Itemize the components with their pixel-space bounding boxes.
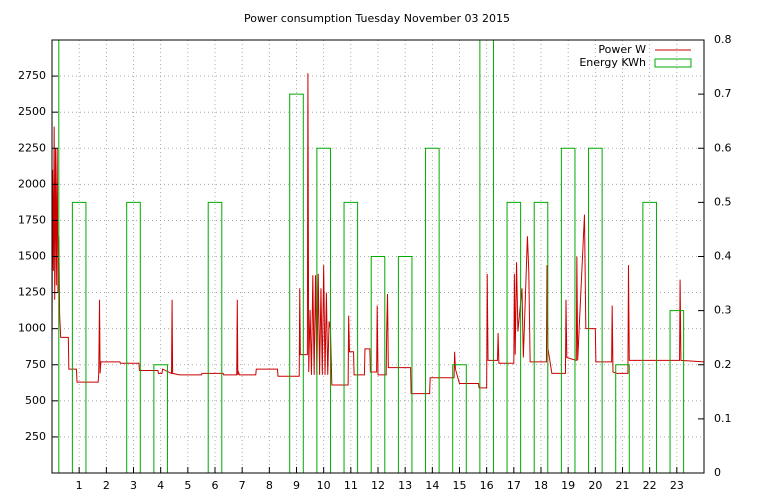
y-tick-label: 500 xyxy=(25,394,46,407)
x-tick-label: 16 xyxy=(480,479,494,492)
power-line xyxy=(52,73,704,395)
energy-bar xyxy=(316,147,331,473)
y2-tick-label: 0.2 xyxy=(714,358,732,371)
y2-tick-label: 0.7 xyxy=(714,87,732,100)
energy-bar xyxy=(425,147,440,473)
energy-bar xyxy=(615,364,630,473)
legend-label: Power W xyxy=(598,43,646,56)
axes: 2505007501000125015001750200022502500275… xyxy=(18,33,732,492)
y-tick-label: 1500 xyxy=(18,250,46,263)
x-tick-label: 13 xyxy=(398,479,412,492)
x-tick-label: 18 xyxy=(534,479,548,492)
x-tick-label: 23 xyxy=(670,479,684,492)
y-tick-label: 2000 xyxy=(18,177,46,190)
y-tick-label: 2250 xyxy=(18,141,46,154)
y2-tick-label: 0.1 xyxy=(714,412,732,425)
energy-bar xyxy=(506,201,522,473)
energy-bar xyxy=(642,201,657,473)
x-tick-label: 4 xyxy=(157,479,164,492)
y-tick-label: 750 xyxy=(25,358,46,371)
energy-bar xyxy=(126,201,141,473)
x-tick-label: 15 xyxy=(453,479,467,492)
energy-bar xyxy=(560,147,576,473)
x-tick-label: 17 xyxy=(507,479,521,492)
x-tick-label: 10 xyxy=(317,479,331,492)
x-tick-label: 20 xyxy=(588,479,602,492)
chart-title: Power consumption Tuesday November 03 20… xyxy=(244,12,510,25)
y-tick-label: 1250 xyxy=(18,286,46,299)
x-tick-label: 5 xyxy=(184,479,191,492)
energy-bar xyxy=(479,40,494,473)
x-tick-label: 21 xyxy=(616,479,630,492)
energy-bar xyxy=(207,201,223,473)
energy-bar xyxy=(343,201,359,473)
y2-tick-label: 0.5 xyxy=(714,195,732,208)
x-tick-label: 3 xyxy=(130,479,137,492)
energy-bar xyxy=(289,93,304,473)
y-tick-label: 1750 xyxy=(18,213,46,226)
y2-tick-label: 0 xyxy=(714,466,721,479)
energy-bar xyxy=(588,147,603,473)
energy-bar xyxy=(52,40,60,473)
x-tick-label: 8 xyxy=(266,479,273,492)
energy-bar xyxy=(71,201,87,473)
y-tick-label: 2750 xyxy=(18,69,46,82)
y2-tick-label: 0.4 xyxy=(714,250,732,263)
plot-area xyxy=(52,40,704,473)
energy-bar xyxy=(153,364,168,473)
grid xyxy=(52,40,704,473)
y2-tick-label: 0.6 xyxy=(714,141,732,154)
x-tick-label: 7 xyxy=(239,479,246,492)
x-tick-label: 6 xyxy=(212,479,219,492)
x-tick-label: 11 xyxy=(344,479,358,492)
legend-label: Energy KWh xyxy=(579,56,646,69)
x-tick-label: 19 xyxy=(561,479,575,492)
y2-tick-label: 0.3 xyxy=(714,304,732,317)
x-tick-label: 9 xyxy=(293,479,300,492)
y2-tick-label: 0.8 xyxy=(714,33,732,46)
energy-bar xyxy=(370,256,386,473)
x-tick-label: 1 xyxy=(76,479,83,492)
energy-bar xyxy=(452,364,467,473)
legend-swatch xyxy=(654,58,692,68)
x-tick-label: 14 xyxy=(425,479,439,492)
y-tick-label: 250 xyxy=(25,430,46,443)
energy-bar xyxy=(669,310,685,473)
energy-bar xyxy=(533,201,549,473)
y-tick-label: 1000 xyxy=(18,322,46,335)
x-tick-label: 12 xyxy=(371,479,385,492)
y-tick-label: 2500 xyxy=(18,105,46,118)
x-tick-label: 2 xyxy=(103,479,110,492)
x-tick-label: 22 xyxy=(643,479,657,492)
energy-bar xyxy=(397,256,413,473)
